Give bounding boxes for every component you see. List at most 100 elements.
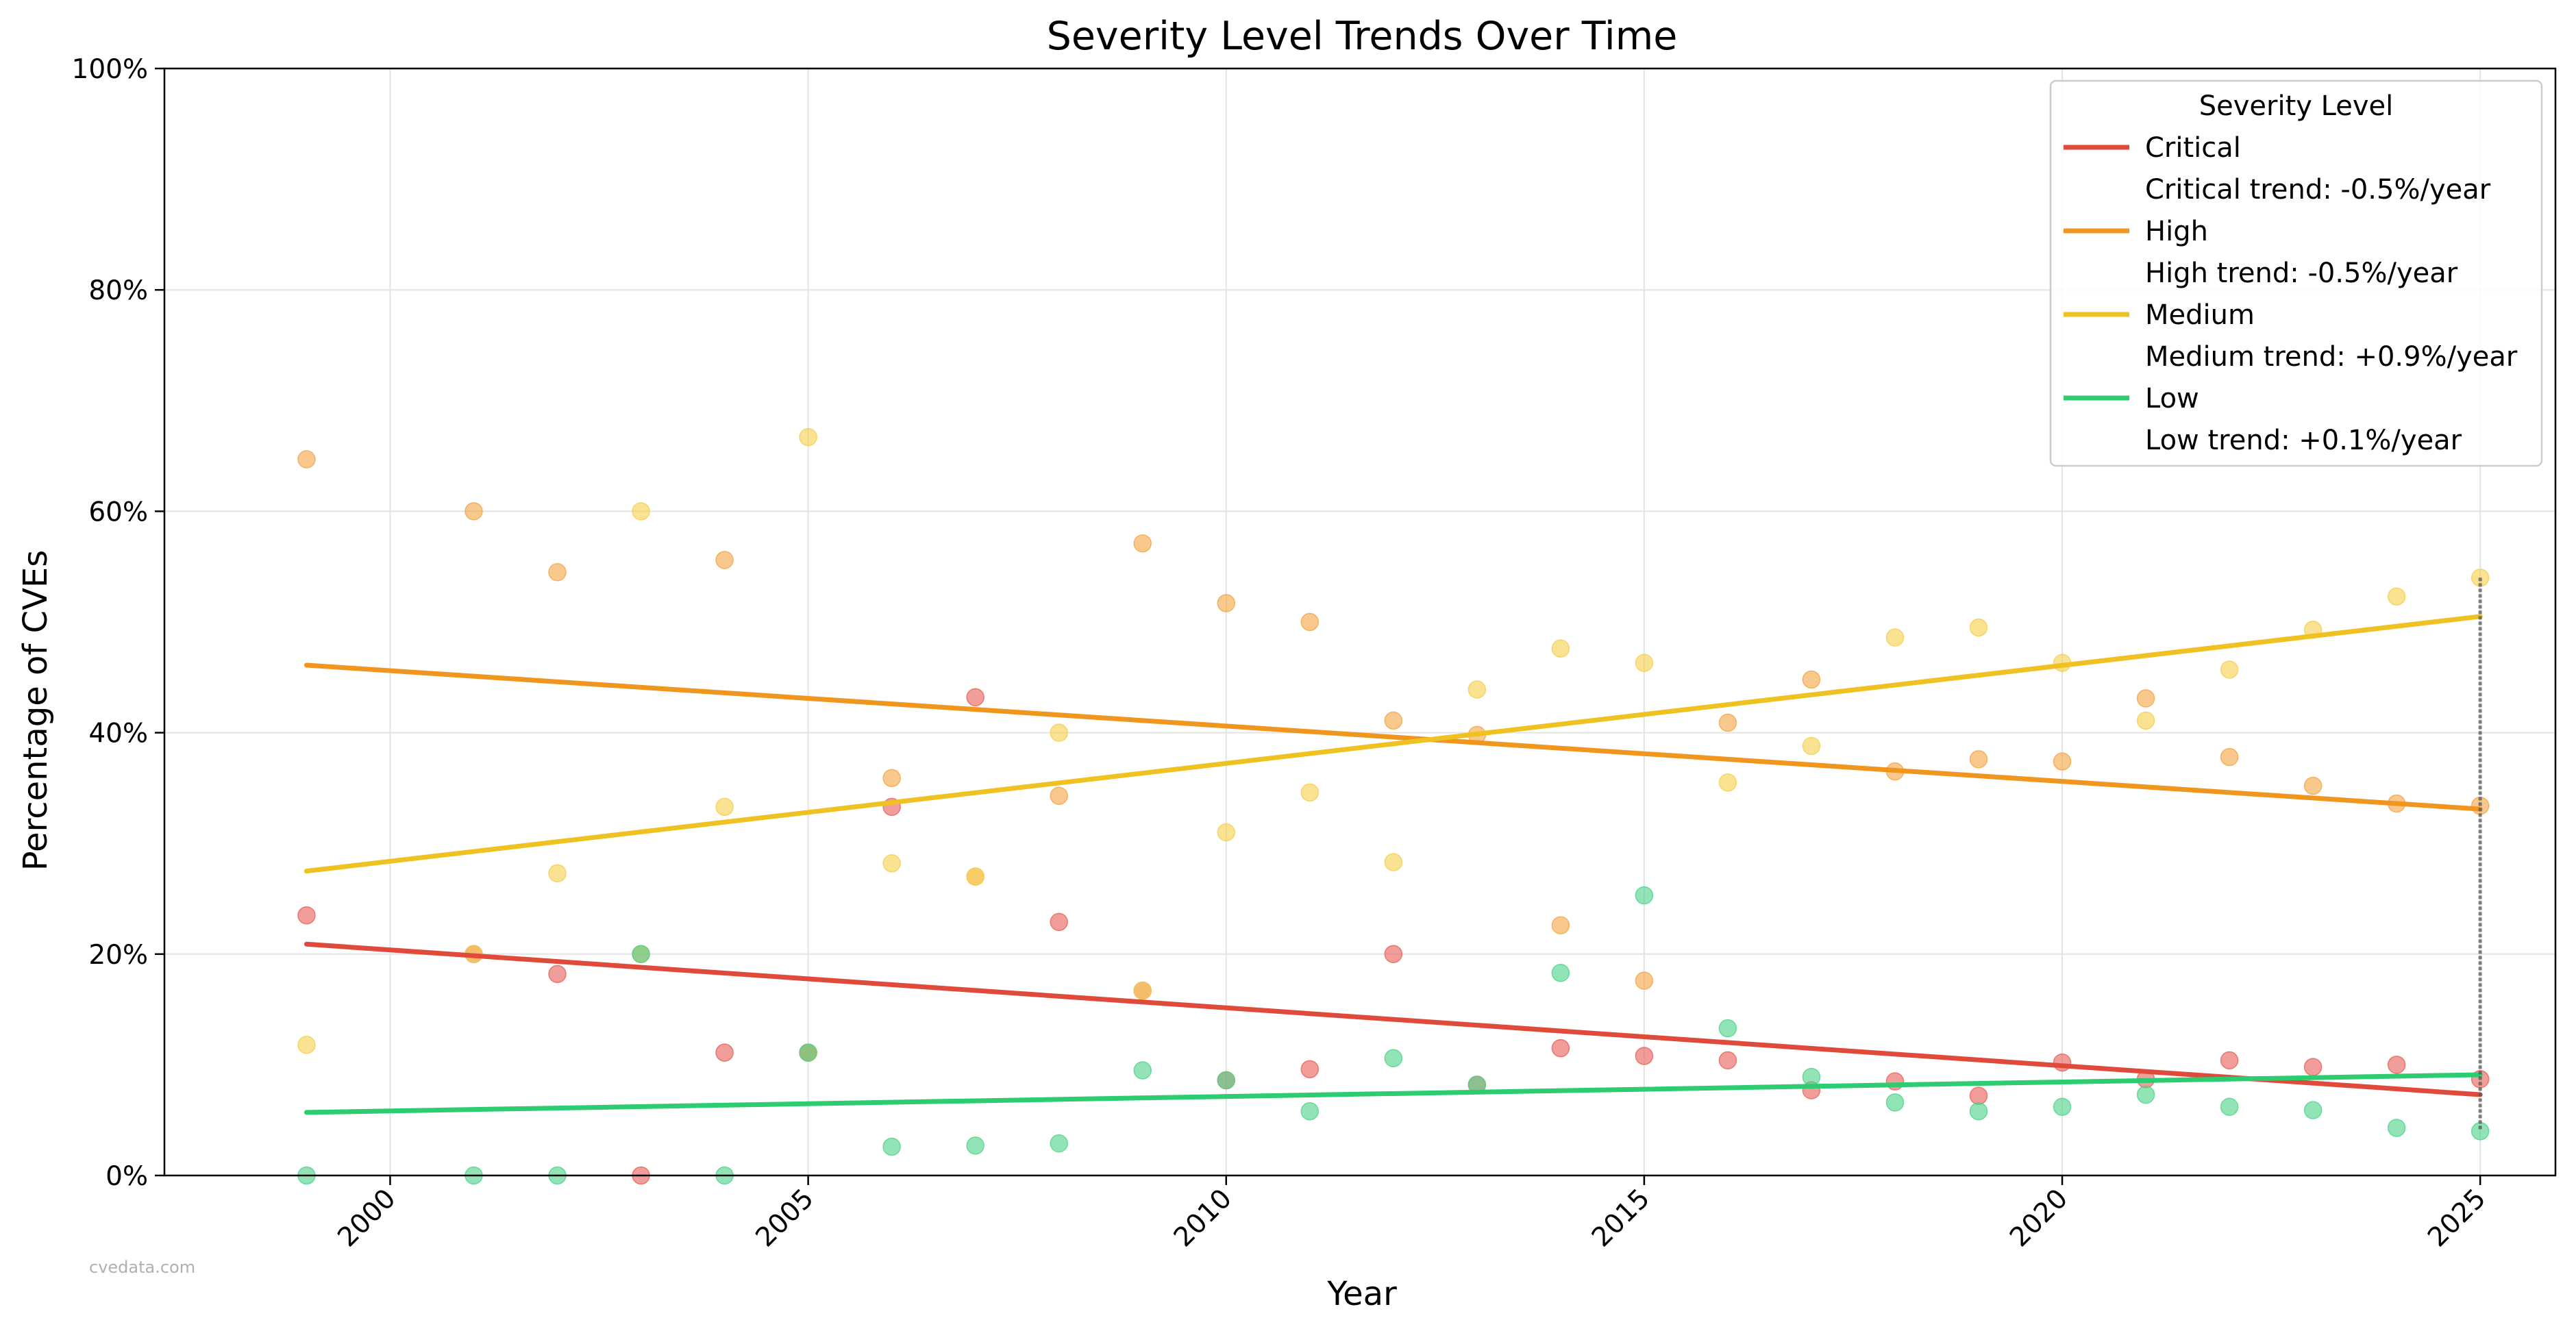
high-point-2019	[1969, 750, 1988, 769]
high-point-2002	[548, 563, 567, 582]
high-point-2022	[2220, 747, 2239, 767]
legend-label-medium: Medium	[2145, 299, 2255, 331]
medium-point-2018	[1885, 628, 1905, 647]
y-tick-label-0: 0%	[106, 1161, 148, 1192]
low-point-2024	[2387, 1119, 2406, 1137]
low-point-2023	[2303, 1101, 2323, 1119]
low-point-2017	[1802, 1067, 1821, 1086]
medium-point-2017	[1802, 736, 1821, 756]
low-point-2003	[632, 945, 650, 964]
critical-point-2022	[2220, 1051, 2239, 1070]
low-point-2012	[1384, 1049, 1403, 1067]
high-trend-line	[304, 662, 2483, 812]
medium-point-2002	[548, 864, 567, 883]
low-point-2016	[1718, 1019, 1737, 1038]
critical-point-2016	[1718, 1051, 1737, 1070]
high-point-2015	[1635, 971, 1654, 990]
watermark: cvedata.com	[89, 1258, 195, 1277]
critical-trend-line	[304, 941, 2483, 1097]
scatter-points	[297, 427, 2490, 1185]
low-point-2019	[1969, 1102, 1988, 1121]
critical-point-2008	[1050, 912, 1068, 932]
medium-point-2003	[632, 502, 650, 521]
critical-point-2004	[715, 1043, 734, 1062]
critical-point-2020	[2053, 1053, 2072, 1072]
y-tick-label-80: 80%	[88, 275, 148, 306]
critical-point-1999	[297, 906, 316, 925]
critical-point-2012	[1384, 945, 1403, 964]
medium-point-2005	[799, 427, 817, 447]
high-point-2020	[2053, 752, 2072, 771]
medium-point-2007	[966, 867, 984, 886]
high-point-2023	[2303, 776, 2323, 795]
critical-point-2023	[2303, 1058, 2323, 1076]
y-tick-label-100: 100%	[72, 54, 149, 85]
legend-label-high: High	[2145, 216, 2208, 247]
plot-frame	[163, 67, 2557, 1177]
medium-point-2012	[1384, 853, 1403, 871]
low-point-2015	[1635, 886, 1654, 905]
medium-point-2006	[882, 854, 901, 873]
legend: Severity Level Critical Critical trend: -0…	[2049, 79, 2543, 467]
critical-point-2007	[966, 688, 984, 707]
critical-point-2019	[1969, 1086, 1988, 1105]
high-point-2010	[1217, 594, 1236, 612]
medium-point-2021	[2136, 711, 2155, 730]
legend-box	[2049, 79, 2543, 467]
legend-label-low-trend-0-1-year: Low trend: +0.1%/year	[2145, 425, 2462, 456]
high-point-2017	[1802, 670, 1821, 689]
low-point-2022	[2220, 1097, 2239, 1117]
medium-point-2011	[1300, 783, 1320, 802]
legend-label-high-trend-0-5-year: High trend: -0.5%/year	[2145, 258, 2458, 289]
low-trend-line	[304, 1072, 2483, 1115]
medium-point-2014	[1551, 639, 1570, 658]
medium-point-2022	[2220, 660, 2239, 679]
medium-point-2016	[1718, 773, 1737, 792]
low-point-2020	[2053, 1097, 2072, 1117]
y-tick-label-60: 60%	[88, 497, 148, 527]
high-point-2008	[1050, 786, 1068, 805]
critical-point-2015	[1635, 1047, 1654, 1065]
high-point-2021	[2136, 689, 2155, 708]
low-point-2007	[966, 1136, 984, 1155]
critical-point-2014	[1551, 1038, 1570, 1058]
low-point-2005	[799, 1043, 817, 1062]
y-tick-label-40: 40%	[88, 719, 148, 749]
series-layer	[297, 427, 2490, 1185]
low-point-2009	[1133, 1061, 1152, 1080]
low-point-2021	[2136, 1085, 2155, 1104]
high-point-2012	[1384, 711, 1403, 730]
medium-point-2009	[1133, 981, 1152, 1000]
critical-point-2024	[2387, 1056, 2406, 1074]
low-point-2018	[1885, 1093, 1905, 1112]
x-axis-title: Year	[1326, 1275, 1397, 1313]
legend-label-critical: Critical	[2145, 132, 2241, 164]
high-point-2016	[1718, 713, 1737, 732]
medium-point-1999	[297, 1036, 316, 1054]
chart-title: Severity Level Trends Over Time	[1047, 14, 1678, 59]
medium-point-2004	[715, 797, 734, 817]
low-point-2010	[1217, 1071, 1236, 1090]
medium-point-2010	[1217, 823, 1236, 842]
medium-point-2019	[1969, 618, 1988, 637]
legend-label-low: Low	[2145, 383, 2199, 414]
high-point-1999	[297, 450, 316, 469]
high-point-2006	[882, 769, 901, 788]
medium-trend-line	[304, 614, 2483, 874]
low-point-2008	[1050, 1134, 1068, 1153]
low-point-2011	[1300, 1102, 1320, 1121]
medium-point-2013	[1467, 680, 1487, 699]
high-point-2001	[465, 502, 483, 521]
high-point-2009	[1133, 534, 1152, 553]
critical-point-2018	[1885, 1072, 1905, 1091]
low-point-2006	[882, 1137, 901, 1156]
legend-title: Severity Level	[2199, 90, 2394, 122]
legend-label-medium-trend-0-9-year: Medium trend: +0.9%/year	[2145, 341, 2518, 373]
y-tick-label-20: 20%	[88, 940, 148, 971]
medium-point-2024	[2387, 587, 2406, 606]
medium-point-2015	[1635, 654, 1654, 673]
medium-point-2008	[1050, 723, 1068, 742]
critical-point-2002	[548, 965, 567, 984]
y-axis-title: Percentage of CVEs	[16, 550, 55, 871]
